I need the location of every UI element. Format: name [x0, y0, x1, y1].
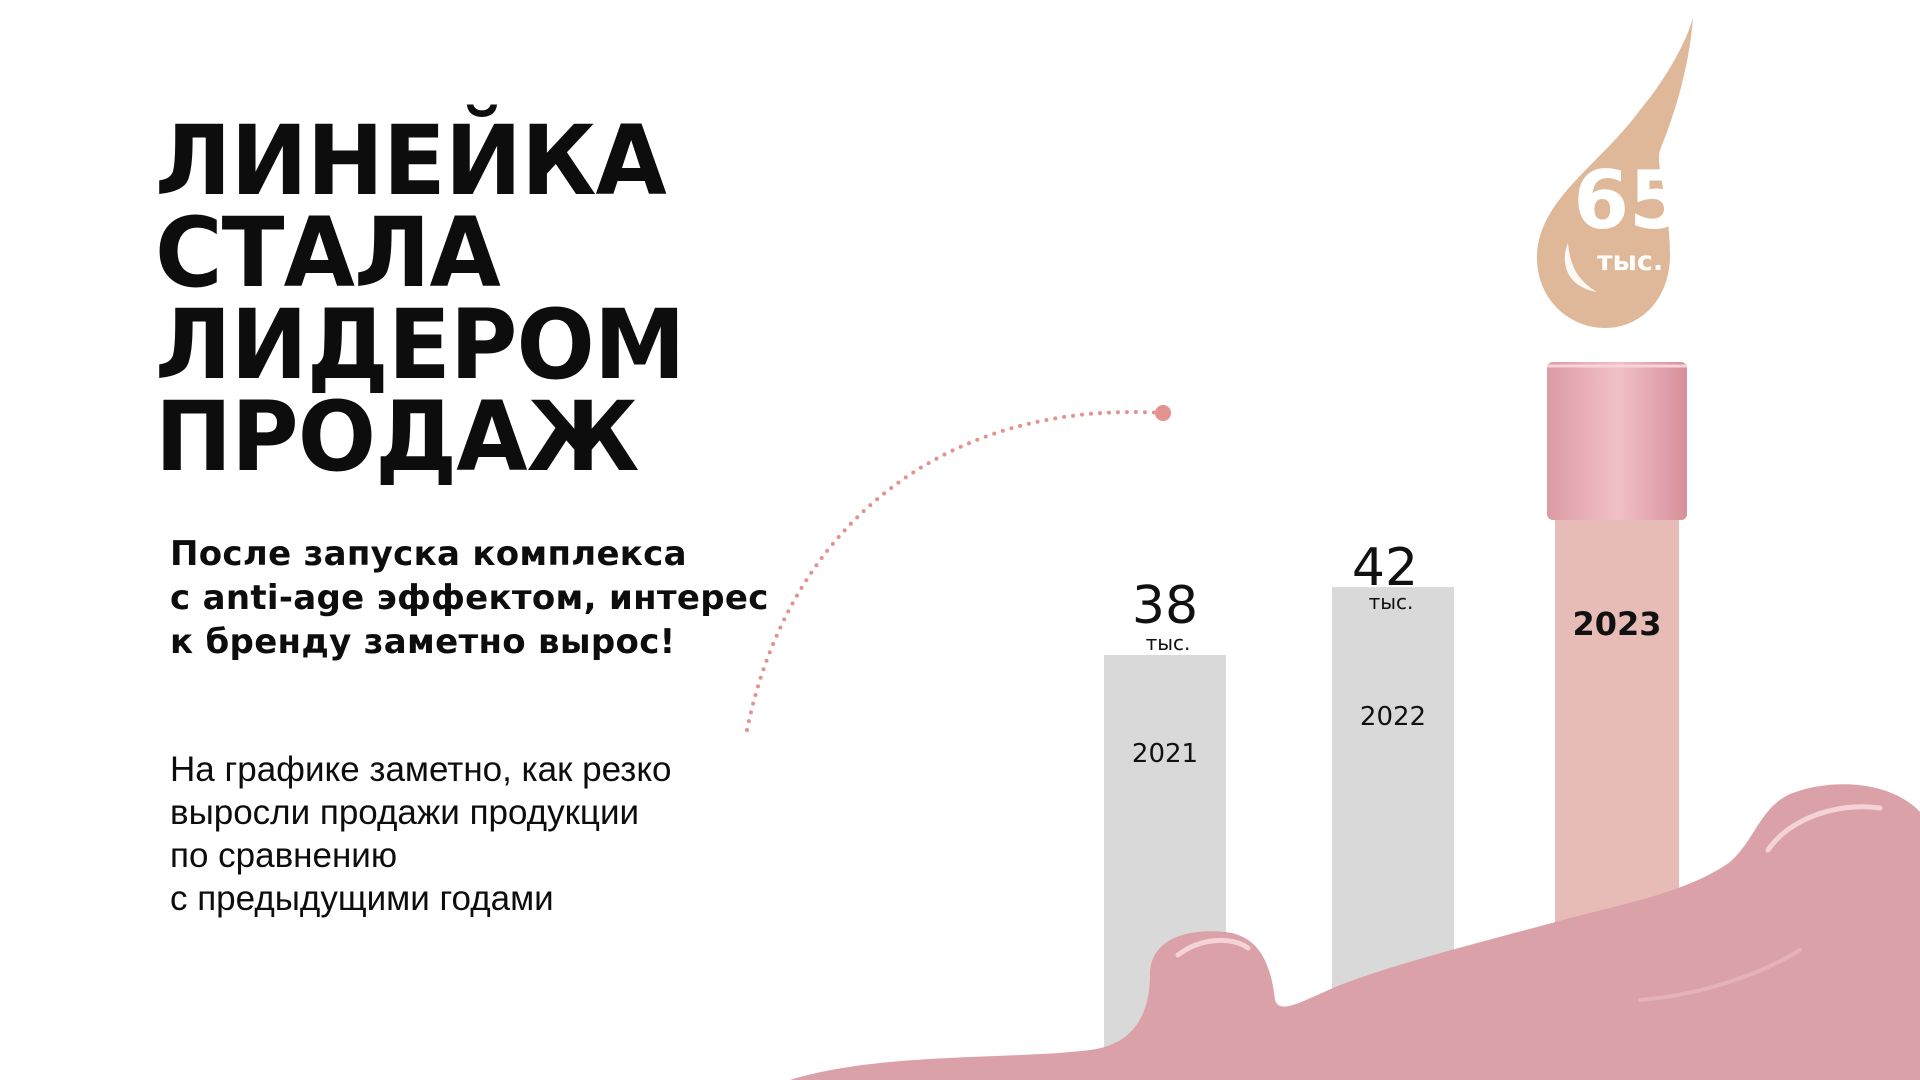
unit-label: тыс. [1146, 631, 1191, 655]
unit-label: тыс. [1369, 590, 1414, 614]
body-line: с предыдущими годами [170, 879, 554, 918]
category-label: 2022 [1360, 702, 1426, 732]
value-label: 42 [1352, 538, 1418, 598]
lead-line: После запуска комплекса [170, 534, 687, 574]
lead-line: к бренду заметно вырос! [170, 622, 676, 662]
headline-line: ПРОДАЖ [155, 381, 639, 493]
splash-shine [1638, 948, 1802, 1002]
value-label: 38 [1132, 576, 1198, 636]
body-text: На графике заметно, как резко выросли пр… [170, 748, 672, 920]
body-line: выросли продажи продукции [170, 793, 640, 832]
lead-line: с anti-age эффектом, интерес [170, 578, 769, 618]
drop-highlight [1564, 243, 1597, 292]
category-label: 2021 [1132, 739, 1198, 769]
headline-line: ЛИДЕРОМ [155, 289, 686, 401]
lipstick-splash [790, 784, 1920, 1080]
headline: ЛИНЕЙКА СТАЛА ЛИДЕРОМ ПРОДАЖ [155, 105, 686, 493]
splash-shine [1175, 937, 1251, 958]
splash-shape [790, 784, 1920, 1080]
splash-shine [1765, 804, 1883, 853]
arc-end-dot [1155, 405, 1171, 421]
body-line: по сравнению [170, 836, 398, 875]
lipstick-cap [1547, 362, 1687, 520]
unit-label: тыс. [1597, 246, 1663, 277]
drop-shape [1537, 18, 1693, 328]
dotted-arc [745, 410, 1165, 732]
lead-text: После запуска комплекса с anti-age эффек… [170, 532, 769, 664]
headline-line: ЛИНЕЙКА [155, 105, 667, 217]
body-line: На графике заметно, как резко [170, 750, 672, 789]
headline-line: СТАЛА [155, 197, 501, 309]
category-label: 2023 [1572, 605, 1661, 643]
value-label: 65 [1573, 154, 1684, 247]
